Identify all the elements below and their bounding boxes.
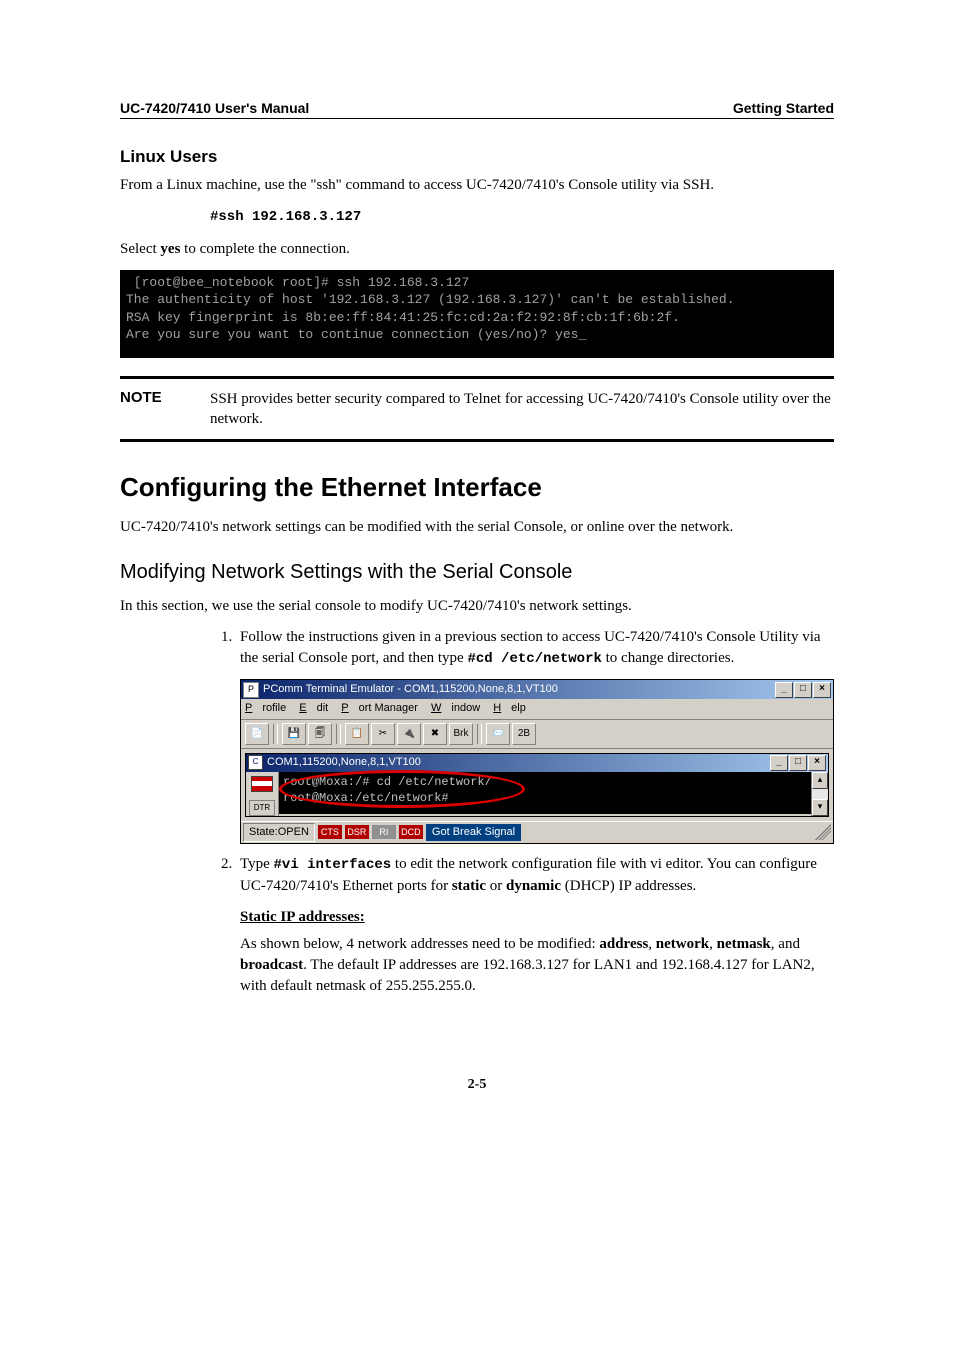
menu-profile[interactable]: Profile bbox=[245, 702, 286, 714]
toolbar-sep-1 bbox=[273, 724, 278, 744]
static-ip-body: As shown below, 4 network addresses need… bbox=[240, 934, 834, 997]
inner-close-button[interactable]: × bbox=[808, 755, 826, 771]
page-number: 2-5 bbox=[120, 1077, 834, 1093]
close-button[interactable]: × bbox=[813, 682, 831, 698]
left-panel: DTR bbox=[246, 772, 279, 816]
step2-a: Type bbox=[240, 856, 274, 872]
static-b: . The default IP addresses are 192.168.3… bbox=[240, 957, 815, 994]
header-right: Getting Started bbox=[733, 100, 834, 116]
maximize-button[interactable]: □ bbox=[794, 682, 812, 698]
tool-saveas-icon[interactable]: 🗐 bbox=[308, 723, 332, 745]
step2-e: or bbox=[486, 878, 506, 894]
linux-intro: From a Linux machine, use the "ssh" comm… bbox=[120, 175, 834, 195]
step-2: Type #vi interfaces to edit the network … bbox=[236, 854, 834, 997]
configuring-heading: Configuring the Ethernet Interface bbox=[120, 472, 834, 503]
toolbar-sep-3 bbox=[477, 724, 482, 744]
status-bar: State:OPEN CTS DSR RI DCD Got Break Sign… bbox=[241, 821, 833, 843]
menu-bar: Profile Edit Port Manager Window Help bbox=[241, 699, 833, 719]
toolbar: 📄 💾 🗐 📋 ✂ 🔌 ✖ Brk 📨 2B bbox=[241, 720, 833, 749]
outer-titlebar: P PComm Terminal Emulator - COM1,115200,… bbox=[241, 680, 833, 699]
status-state: State:OPEN bbox=[243, 823, 315, 842]
menu-edit[interactable]: Edit bbox=[299, 702, 328, 714]
note-text: SSH provides better security compared to… bbox=[210, 389, 834, 430]
inner-titlebar: C COM1,115200,None,8,1,VT100 _ □ × bbox=[246, 754, 828, 772]
status-message: Got Break Signal bbox=[426, 824, 521, 841]
inner-max-button[interactable]: □ bbox=[789, 755, 807, 771]
step1-text-c: to change directories. bbox=[602, 650, 734, 666]
note-label: NOTE bbox=[120, 389, 210, 406]
step1-cmd: #cd /etc/network bbox=[467, 651, 601, 667]
menu-window[interactable]: Window bbox=[431, 702, 480, 714]
scrollbar[interactable]: ▴ ▾ bbox=[811, 772, 828, 816]
term-line-2: root@Moxa:/etc/network# bbox=[283, 791, 449, 805]
select-yes: Select yes to complete the connection. bbox=[120, 239, 834, 259]
tool-2b-button[interactable]: 2B bbox=[512, 723, 536, 745]
tool-brk-button[interactable]: Brk bbox=[449, 723, 473, 745]
tool-connect-icon[interactable]: 🔌 bbox=[397, 723, 421, 745]
tool-save-icon[interactable]: 💾 bbox=[282, 723, 306, 745]
static-w3: netmask bbox=[717, 936, 771, 952]
tool-open-icon[interactable]: 📄 bbox=[245, 723, 269, 745]
config-intro: UC-7420/7410's network settings can be m… bbox=[120, 517, 834, 537]
resize-grip-icon[interactable] bbox=[815, 824, 831, 840]
header-left: UC-7420/7410 User's Manual bbox=[120, 100, 309, 116]
dtr-indicator[interactable]: DTR bbox=[249, 800, 275, 816]
step2-cmd: #vi interfaces bbox=[274, 857, 392, 873]
app-icon: P bbox=[243, 682, 259, 698]
inner-min-button[interactable]: _ bbox=[770, 755, 788, 771]
status-ri: RI bbox=[372, 825, 396, 839]
steps-list: Follow the instructions given in a previ… bbox=[210, 627, 834, 997]
linux-users-heading: Linux Users bbox=[120, 147, 834, 167]
scroll-track[interactable] bbox=[812, 789, 828, 799]
inner-icon: C bbox=[248, 755, 263, 770]
outer-title-text: PComm Terminal Emulator - COM1,115200,No… bbox=[263, 682, 775, 697]
select-yes-bold: yes bbox=[160, 241, 180, 257]
static-w2: network bbox=[656, 936, 709, 952]
static-ip-heading: Static IP addresses: bbox=[240, 909, 365, 925]
step-1: Follow the instructions given in a previ… bbox=[236, 627, 834, 844]
status-cts: CTS bbox=[318, 825, 342, 839]
step2-g: (DHCP) IP addresses. bbox=[561, 878, 696, 894]
tool-paste-icon[interactable]: ✂ bbox=[371, 723, 395, 745]
page-header: UC-7420/7410 User's Manual Getting Start… bbox=[120, 100, 834, 119]
tool-send-icon[interactable]: 📨 bbox=[486, 723, 510, 745]
static-s3: , and bbox=[771, 936, 800, 952]
step2-static: static bbox=[452, 878, 486, 894]
note-block: NOTE SSH provides better security compar… bbox=[120, 376, 834, 443]
tool-disconnect-icon[interactable]: ✖ bbox=[423, 723, 447, 745]
tool-copy-icon[interactable]: 📋 bbox=[345, 723, 369, 745]
status-dcd: DCD bbox=[399, 825, 423, 839]
modifying-heading: Modifying Network Settings with the Seri… bbox=[120, 561, 834, 584]
flag-icon bbox=[251, 776, 273, 792]
terminal-area[interactable]: root@Moxa:/# cd /etc/network/ root@Moxa:… bbox=[279, 772, 811, 814]
term-line-1: root@Moxa:/# cd /etc/network/ bbox=[283, 775, 492, 789]
inner-window: C COM1,115200,None,8,1,VT100 _ □ × bbox=[245, 753, 829, 817]
scroll-down-icon[interactable]: ▾ bbox=[812, 799, 828, 816]
ssh-terminal-output: [root@bee_notebook root]# ssh 192.168.3.… bbox=[120, 270, 834, 358]
inner-title-text: COM1,115200,None,8,1,VT100 bbox=[267, 755, 770, 770]
menu-help[interactable]: Help bbox=[493, 702, 526, 714]
static-a: As shown below, 4 network addresses need… bbox=[240, 936, 599, 952]
step2-dynamic: dynamic bbox=[506, 878, 561, 894]
menu-port[interactable]: Port Manager bbox=[341, 702, 418, 714]
static-s1: , bbox=[648, 936, 656, 952]
minimize-button[interactable]: _ bbox=[775, 682, 793, 698]
modifying-lead: In this section, we use the serial conso… bbox=[120, 596, 834, 616]
static-s2: , bbox=[709, 936, 717, 952]
toolbar-sep-2 bbox=[336, 724, 341, 744]
status-dsr: DSR bbox=[345, 825, 369, 839]
scroll-up-icon[interactable]: ▴ bbox=[812, 772, 828, 789]
pcomm-window: P PComm Terminal Emulator - COM1,115200,… bbox=[240, 679, 834, 844]
static-w4: broadcast bbox=[240, 957, 303, 973]
static-w1: address bbox=[599, 936, 648, 952]
select-yes-post: to complete the connection. bbox=[180, 241, 350, 257]
ssh-command: #ssh 192.168.3.127 bbox=[210, 209, 834, 225]
select-yes-pre: Select bbox=[120, 241, 160, 257]
